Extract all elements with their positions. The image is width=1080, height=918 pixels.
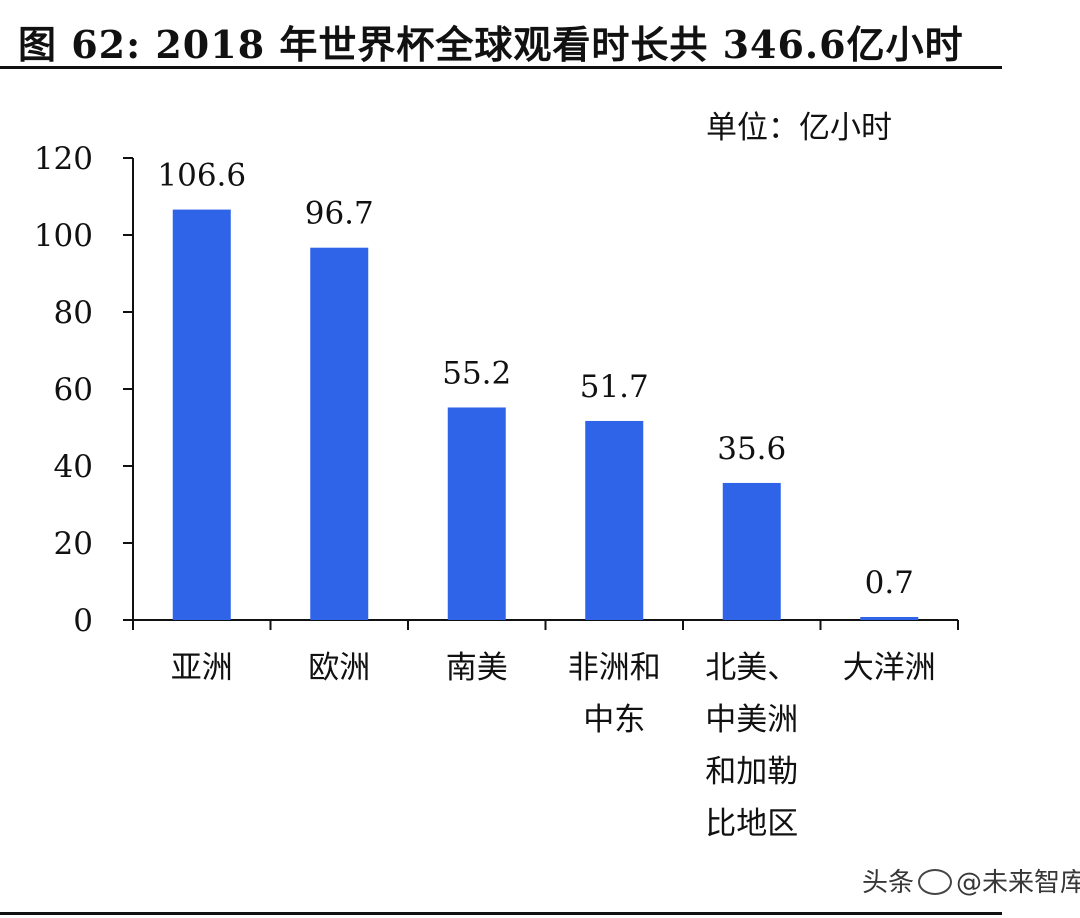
watermark-prefix: 头条	[862, 868, 915, 898]
y-tick-label: 0	[73, 603, 93, 639]
chart-title: 图 62: 2018 年世界杯全球观看时长共 346.6亿小时	[18, 22, 964, 67]
y-tick-label: 60	[54, 372, 93, 408]
y-tick-label: 20	[54, 526, 93, 562]
category-label: 和加勒	[705, 754, 798, 790]
bottom-divider	[0, 912, 1002, 915]
y-tick-label: 120	[34, 141, 93, 177]
unit-label: 单位：亿小时	[706, 110, 892, 146]
category-label: 中美洲	[705, 702, 798, 738]
data-label: 55.2	[442, 355, 511, 391]
category-label: 大洋洲	[843, 650, 936, 686]
y-tick-label: 40	[54, 449, 93, 485]
bar	[860, 617, 919, 620]
data-label: 96.7	[305, 196, 374, 232]
category-label: 非洲和	[568, 650, 661, 686]
data-label: 106.6	[157, 158, 246, 194]
category-label: 中东	[583, 702, 645, 738]
category-label: 欧洲	[308, 650, 370, 686]
y-tick-label: 100	[34, 218, 93, 254]
wechat-icon	[918, 868, 953, 895]
bar	[447, 407, 506, 620]
y-tick-label: 80	[54, 295, 93, 331]
watermark: 头条 @未来智库	[862, 862, 1080, 899]
watermark-account: @未来智库	[956, 868, 1080, 898]
data-label: 51.7	[580, 369, 649, 405]
bar	[585, 420, 644, 620]
bar	[172, 209, 231, 620]
data-label: 0.7	[865, 565, 914, 601]
category-label: 北美、	[705, 650, 798, 686]
bar	[310, 247, 369, 620]
data-label: 35.6	[717, 431, 786, 467]
category-label: 亚洲	[171, 650, 233, 686]
category-label: 南美	[446, 650, 508, 686]
bar	[722, 482, 781, 620]
category-label: 比地区	[705, 806, 798, 842]
title-divider	[0, 66, 1002, 69]
